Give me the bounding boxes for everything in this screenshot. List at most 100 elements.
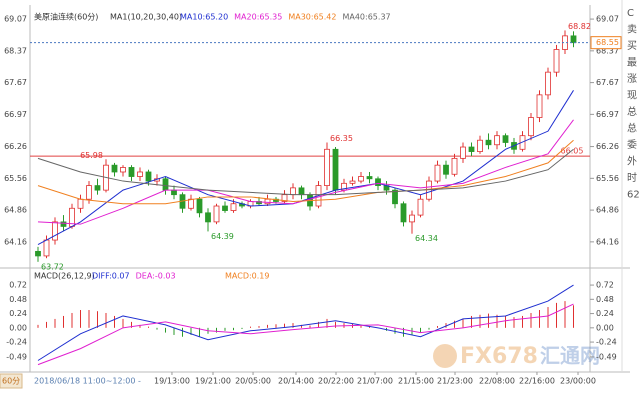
y-tick-label-right: 0.72 (596, 281, 614, 290)
candle-body (77, 198, 84, 209)
candle-body (298, 187, 305, 196)
extreme-label: 66.35 (330, 134, 353, 143)
candle-body (528, 117, 534, 137)
x-tick-label: 20/14:00 (278, 377, 314, 386)
candle-body (120, 167, 126, 173)
candle-body (400, 203, 407, 223)
candle-body (358, 176, 364, 182)
side-panel-label: 现 (627, 90, 637, 102)
indicator-line (37, 139, 574, 205)
candle-body (52, 221, 58, 241)
side-panel-label: 62 (627, 190, 640, 201)
x-tick-label: 22/08:00 (479, 377, 515, 386)
macd-hist-label: MACD:0.19 (225, 272, 270, 281)
y-tick-label-right: 64.86 (596, 206, 619, 215)
y-tick-label-left: 0.24 (9, 309, 27, 318)
y-tick-label-right: 0.48 (596, 295, 614, 304)
candle-body (332, 148, 339, 191)
side-panel-label: 外 (627, 156, 637, 168)
candle-body (477, 139, 483, 152)
y-tick-label-right: 0.24 (596, 309, 614, 318)
candle-body (375, 178, 381, 186)
y-tick-label-right: 64.16 (596, 237, 619, 246)
side-panel-label: 最 (627, 57, 637, 69)
ma-label: MA1(10,20,30,40) (110, 13, 182, 22)
extreme-label: 64.39 (211, 232, 234, 241)
side-panel-label: 卖 (627, 24, 637, 36)
legend-entry: MA30:65.42 (288, 13, 336, 22)
y-tick-label-left: -0.49 (6, 352, 27, 361)
extreme-label: 64.34 (415, 234, 438, 243)
date-label: 2018/06/18 11:00~12:00 - (34, 377, 141, 386)
candle-body (502, 135, 509, 143)
x-tick-label: 21/15:00 (398, 377, 434, 386)
extreme-label: 68.82 (568, 22, 591, 31)
side-panel-label: 委 (627, 138, 637, 151)
x-tick-label: 22/16:00 (519, 377, 555, 386)
candle-body (443, 164, 449, 175)
legend-entry: MA10:65.20 (180, 13, 228, 22)
y-tick-label-left: 0.72 (9, 281, 27, 290)
period: 60分 (2, 377, 20, 386)
candle-body (213, 205, 220, 223)
candle-body (230, 203, 237, 211)
y-tick-label-left: 65.56 (4, 174, 27, 183)
candle-body (570, 35, 577, 44)
x-tick-label: 23/00:00 (560, 377, 596, 386)
legend-entry: MA20:65.35 (234, 13, 282, 22)
candle-body (553, 49, 560, 73)
candle-body (451, 157, 458, 175)
watermark-logo (433, 344, 457, 368)
y-tick-label-left: 68.37 (4, 46, 27, 55)
candle-body (494, 135, 500, 146)
candle-body (60, 221, 67, 227)
candle-body (409, 214, 415, 223)
y-tick-label-left: 0.00 (9, 323, 27, 332)
x-tick-label: 19/13:00 (154, 377, 190, 386)
legend-entry: DEA:-0.03 (136, 272, 176, 281)
candle-body (35, 250, 41, 257)
y-tick-label-left: 0.48 (9, 295, 27, 304)
candle-body (188, 198, 194, 209)
y-tick-label-left: 67.67 (4, 78, 27, 87)
y-tick-label-right: -0.49 (596, 352, 617, 361)
candle-body (205, 212, 211, 223)
candle-body (94, 185, 101, 191)
x-tick-label: 21/23:00 (437, 377, 473, 386)
candle-body (392, 189, 398, 205)
candle-body (460, 146, 466, 159)
candle-body (43, 239, 50, 257)
y-tick-label-left: 64.86 (4, 206, 27, 215)
candle-body (536, 94, 543, 118)
period-box (0, 373, 23, 389)
legend-entry: MA40:65.37 (342, 13, 390, 22)
y-tick-label-left: 66.97 (4, 110, 27, 119)
y-tick-label-right: 69.07 (596, 15, 619, 24)
candle-body (468, 146, 475, 152)
side-panel-label: 涨 (627, 73, 637, 85)
indicator-line (37, 119, 574, 225)
legend-entry: DIFF:0.07 (92, 272, 130, 281)
candle-body (128, 167, 135, 177)
x-tick-label: 20/22:00 (318, 377, 354, 386)
candle-body (196, 198, 203, 214)
candle-body (545, 71, 551, 96)
x-tick-label: 21/07:00 (357, 377, 393, 386)
y-tick-label-right: 67.67 (596, 78, 619, 87)
candle-body (324, 148, 330, 186)
candle-body (222, 205, 228, 211)
side-panel-label: C (627, 8, 634, 19)
candle-body (162, 178, 169, 191)
indicator-line (37, 284, 574, 361)
watermark-name: 汇通网 (540, 344, 600, 368)
y-tick-label-left: -0.24 (6, 338, 27, 347)
watermark: FX678 汇通网 (433, 344, 600, 369)
price-box (590, 36, 622, 50)
y-tick-label-right: 0.00 (596, 323, 614, 332)
x-tick-label: 20/05:00 (235, 377, 271, 386)
side-panel-label: 总 (627, 122, 637, 135)
candle-body (417, 198, 424, 216)
candle-body (171, 189, 177, 196)
candle-body (434, 164, 441, 182)
